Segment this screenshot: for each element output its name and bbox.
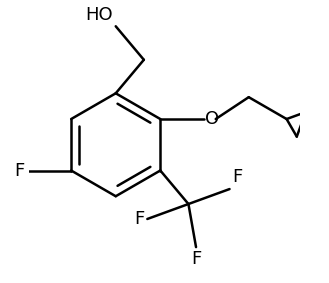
Text: F: F [232,168,242,186]
Text: F: F [14,162,25,179]
Text: F: F [134,210,145,228]
Text: F: F [191,250,201,268]
Text: HO: HO [86,6,113,23]
Text: O: O [205,110,219,128]
